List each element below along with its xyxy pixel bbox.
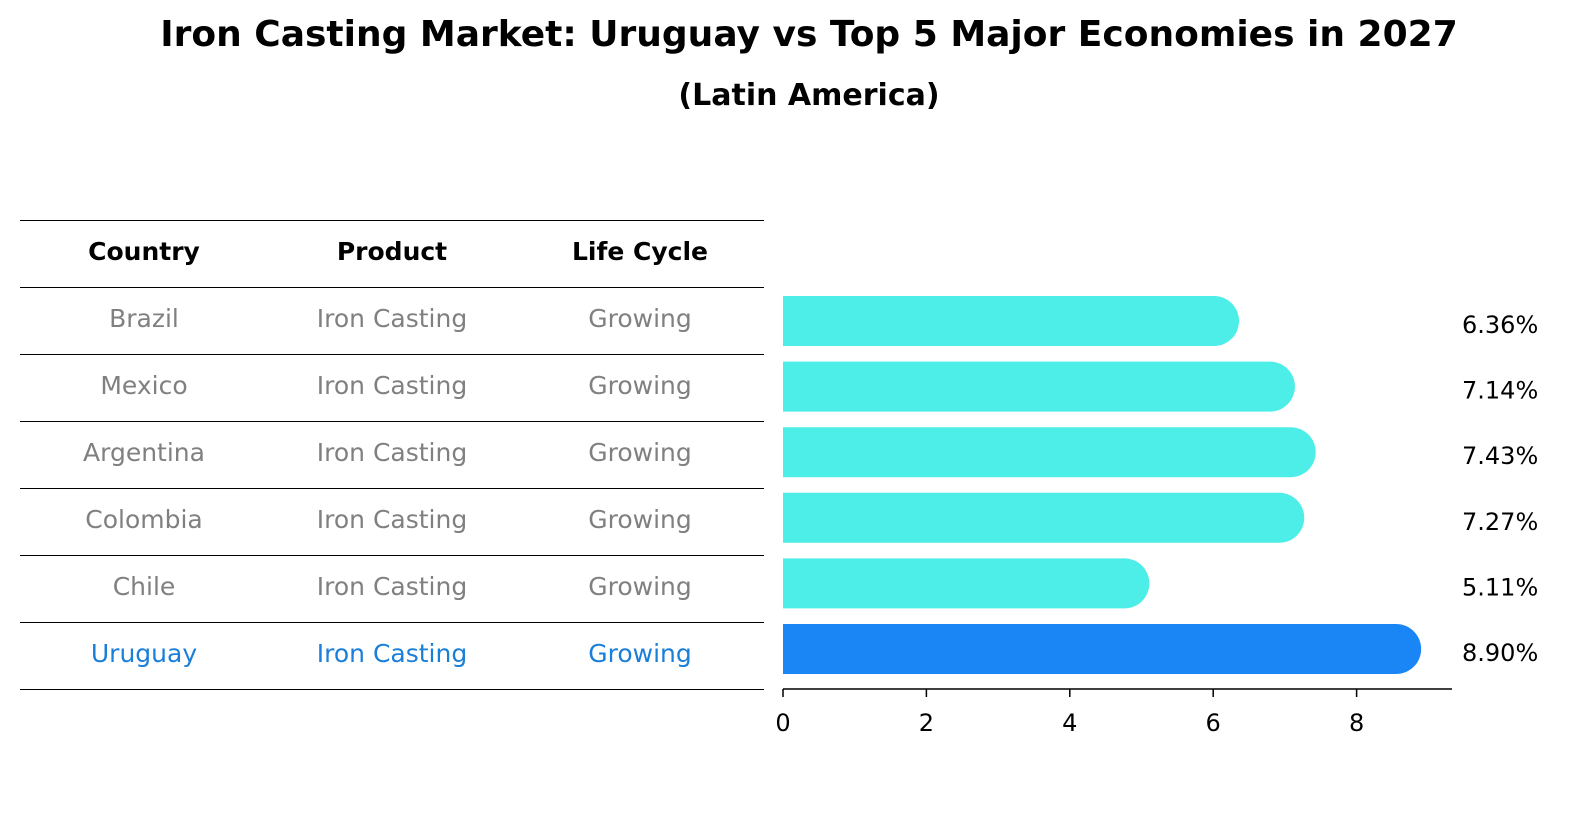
- bar-argentina: [783, 427, 1316, 478]
- table-header-row: Country Product Life Cycle: [20, 220, 764, 287]
- table-row: Argentina Iron Casting Growing: [20, 421, 764, 488]
- data-table: Country Product Life Cycle Brazil Iron C…: [20, 220, 764, 690]
- x-tick-label: 2: [919, 709, 934, 737]
- cell-country: Chile: [112, 572, 176, 601]
- cell-country: Brazil: [109, 304, 179, 333]
- header-country: Country: [88, 237, 200, 266]
- bar-uruguay: [783, 624, 1422, 674]
- cell-product: Iron Casting: [316, 505, 468, 534]
- header-life-cycle: Life Cycle: [571, 237, 709, 266]
- bar-colombia: [783, 492, 1305, 543]
- cell-product: Iron Casting: [316, 572, 468, 601]
- bar-value-label: 8.90%: [1462, 639, 1538, 667]
- cell-country: Uruguay: [90, 639, 198, 668]
- cell-country: Colombia: [85, 505, 203, 534]
- table-row: Chile Iron Casting Growing: [20, 555, 764, 622]
- cell-life-cycle: Growing: [588, 371, 692, 400]
- bar-value-label: 7.27%: [1462, 508, 1538, 536]
- cell-country: Mexico: [100, 371, 188, 400]
- chart-subtitle: (Latin America): [678, 78, 940, 113]
- bar-value-label: 5.11%: [1462, 573, 1538, 601]
- cell-product: Iron Casting: [316, 639, 468, 668]
- cell-product: Iron Casting: [316, 438, 468, 467]
- cell-product: Iron Casting: [316, 371, 468, 400]
- table-row: Brazil Iron Casting Growing: [20, 287, 764, 354]
- cell-life-cycle: Growing: [588, 304, 692, 333]
- bar-value-label: 7.14%: [1462, 377, 1538, 405]
- bar-value-label: 6.36%: [1462, 311, 1538, 339]
- cell-life-cycle: Growing: [588, 438, 692, 467]
- x-tick-label: 0: [775, 709, 790, 737]
- bar-brazil: [783, 296, 1240, 346]
- cell-life-cycle: Growing: [588, 639, 692, 668]
- cell-country: Argentina: [83, 438, 205, 467]
- bar-mexico: [783, 361, 1295, 412]
- header-product: Product: [336, 237, 448, 266]
- table-row-highlighted: Uruguay Iron Casting Growing: [20, 622, 764, 690]
- x-tick-label: 4: [1062, 709, 1077, 737]
- x-tick-label: 6: [1206, 709, 1221, 737]
- table-row: Colombia Iron Casting Growing: [20, 488, 764, 555]
- cell-life-cycle: Growing: [588, 572, 692, 601]
- bar-chile: [783, 558, 1150, 609]
- cell-product: Iron Casting: [316, 304, 468, 333]
- cell-life-cycle: Growing: [588, 505, 692, 534]
- x-tick-label: 8: [1349, 709, 1364, 737]
- chart-title: Iron Casting Market: Uruguay vs Top 5 Ma…: [160, 14, 1458, 55]
- bar-value-label: 7.43%: [1462, 442, 1538, 470]
- table-row: Mexico Iron Casting Growing: [20, 354, 764, 421]
